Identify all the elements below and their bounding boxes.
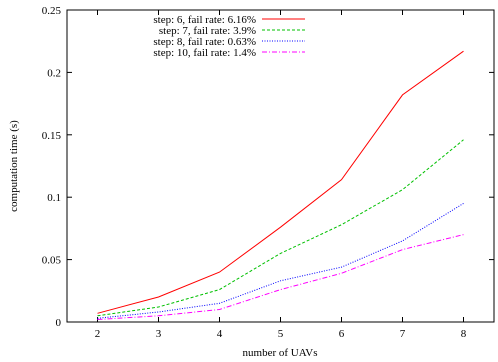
x-tick-label: 7 [400, 328, 406, 340]
series-line [97, 50, 464, 314]
legend-label: step: 8, fail rate: 0.63% [153, 36, 256, 48]
y-tick-label: 0.25 [42, 5, 62, 17]
y-tick-label: 0 [56, 317, 62, 329]
y-axis-label: computation time (s) [8, 120, 20, 212]
x-tick-label: 2 [95, 328, 101, 340]
series-line [97, 234, 464, 320]
series-line [97, 139, 464, 317]
axis-ticks: 2 3 4 5 6 7 8 0 0.05 0.1 0.15 0.2 0.25 [42, 5, 494, 340]
plot-frame [66, 9, 495, 323]
legend: step: 6, fail rate: 6.16%step: 7, fail r… [153, 14, 305, 59]
x-tick-label: 4 [217, 328, 223, 340]
y-tick-label: 0.2 [47, 67, 61, 79]
legend-label: step: 10, fail rate: 1.4% [153, 47, 256, 59]
legend-label: step: 6, fail rate: 6.16% [153, 14, 256, 26]
x-tick-label: 5 [278, 328, 284, 340]
x-tick-label: 8 [461, 328, 467, 340]
y-tick-label: 0.1 [47, 192, 61, 204]
x-axis-label: number of UAVs [243, 347, 318, 359]
series-lines [97, 50, 464, 320]
x-tick-label: 3 [156, 328, 162, 340]
y-tick-label: 0.15 [42, 130, 62, 142]
series-line [97, 202, 464, 319]
x-tick-label: 6 [339, 328, 345, 340]
legend-label: step: 7, fail rate: 3.9% [159, 25, 256, 37]
y-tick-label: 0.05 [42, 255, 62, 267]
